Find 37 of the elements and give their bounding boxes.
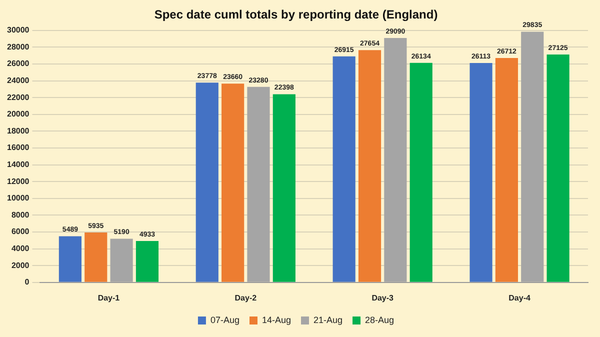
legend-label: 14-Aug bbox=[262, 314, 292, 325]
x-tick-label: Day-4 bbox=[508, 293, 531, 302]
bar bbox=[410, 62, 432, 282]
legend-label: 21-Aug bbox=[314, 314, 343, 325]
x-tick-label: Day-1 bbox=[98, 293, 120, 302]
y-tick-label: 18000 bbox=[6, 126, 30, 136]
y-tick-label: 6000 bbox=[11, 227, 30, 236]
y-tick-label: 2000 bbox=[11, 260, 30, 270]
y-tick-label: 16000 bbox=[6, 143, 30, 152]
chart-title: Spec date cuml totals by reporting date (England) bbox=[154, 8, 438, 22]
y-tick-label: 30000 bbox=[6, 26, 30, 35]
bar bbox=[222, 84, 244, 282]
y-tick-label: 4000 bbox=[11, 244, 30, 254]
y-tick-label: 22000 bbox=[6, 92, 30, 102]
legend-label: 28-Aug bbox=[365, 314, 394, 325]
y-tick-label: 20000 bbox=[6, 110, 30, 119]
bar bbox=[136, 240, 159, 282]
bar bbox=[196, 82, 218, 282]
bar bbox=[546, 54, 570, 282]
x-tick-label: Day-3 bbox=[372, 293, 394, 302]
bar bbox=[495, 58, 518, 282]
y-tick-label: 8000 bbox=[11, 210, 30, 220]
bar bbox=[358, 50, 382, 282]
y-tick-label: 12000 bbox=[6, 176, 30, 186]
x-tick-label: Day-2 bbox=[234, 293, 258, 302]
bar bbox=[470, 63, 492, 282]
bar bbox=[332, 56, 356, 282]
y-tick-label: 10000 bbox=[6, 194, 30, 203]
bar bbox=[84, 232, 108, 282]
y-tick-label: 0 bbox=[24, 278, 30, 287]
bar bbox=[272, 94, 296, 282]
y-tick-label: 26000 bbox=[6, 59, 30, 68]
y-tick-label: 24000 bbox=[6, 76, 30, 86]
bar bbox=[58, 236, 82, 282]
legend-label: 07-Aug bbox=[210, 314, 240, 325]
y-tick-label: 14000 bbox=[6, 160, 30, 170]
y-tick-label: 28000 bbox=[6, 42, 30, 52]
